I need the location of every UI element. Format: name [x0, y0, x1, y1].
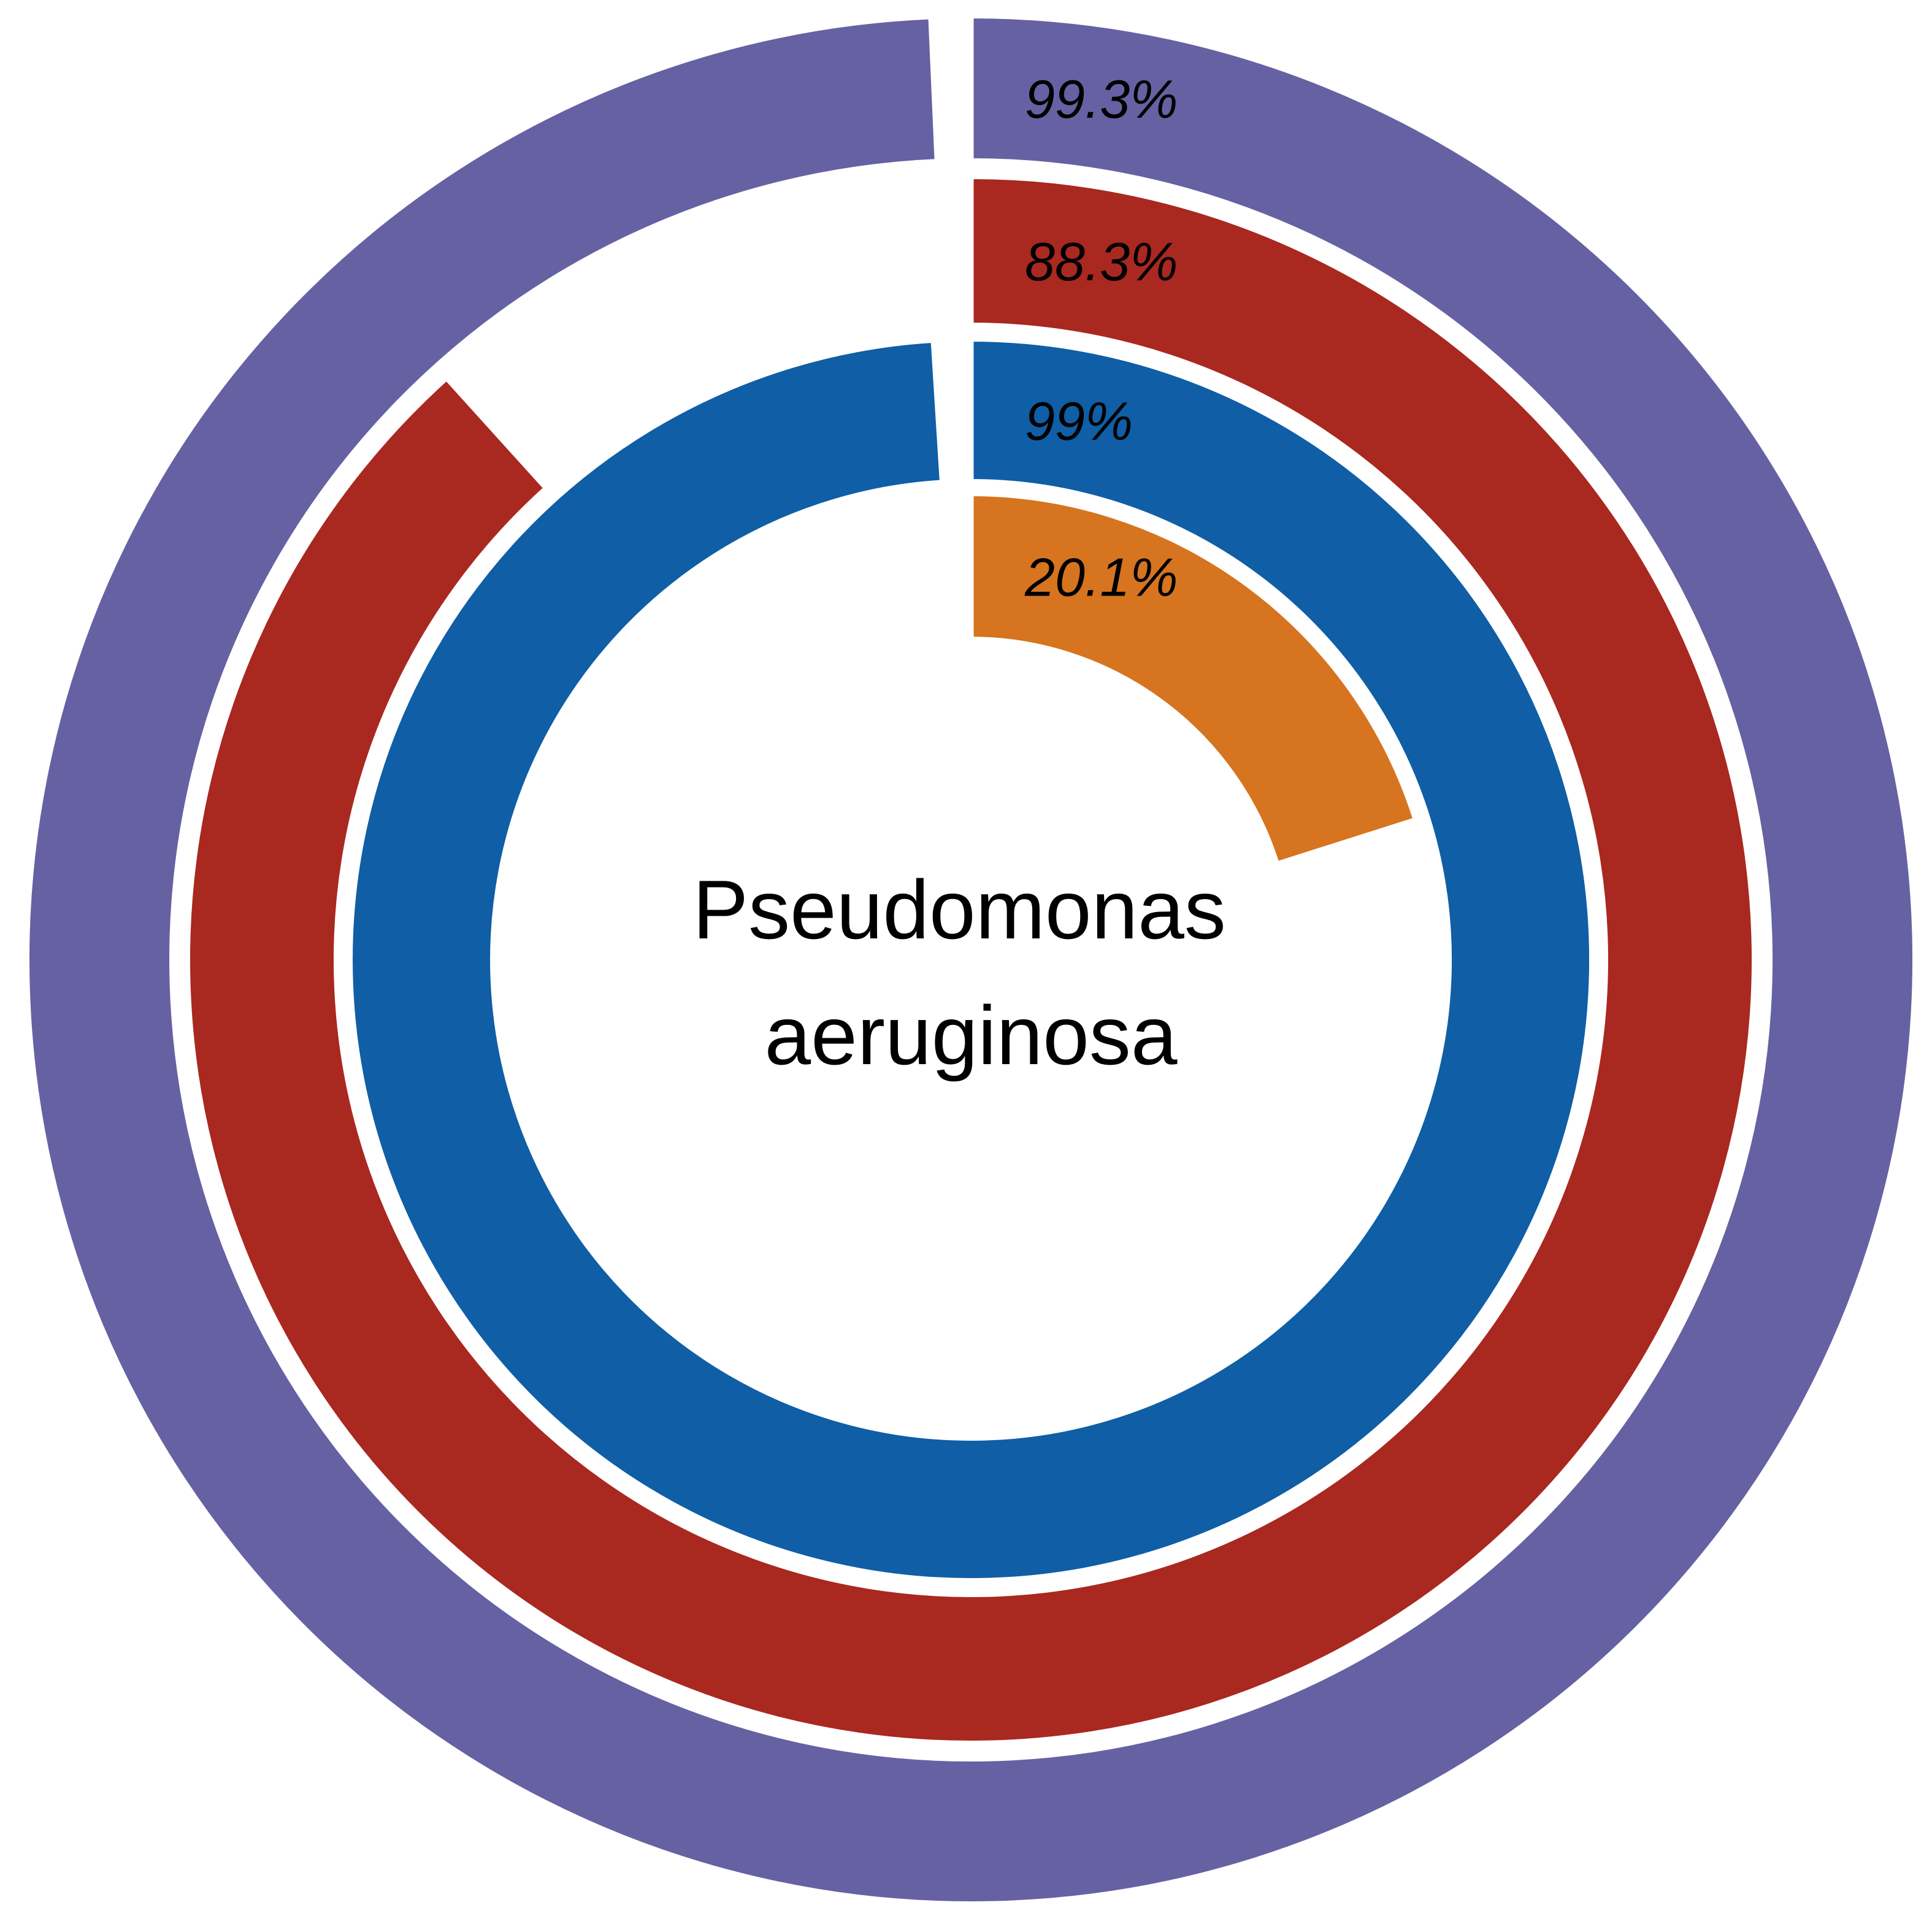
center-label-line-2: aeruginosa: [765, 989, 1178, 1082]
ring-bar-4: [971, 493, 1416, 864]
ring-value-label-1: 99.3%: [1025, 69, 1178, 129]
ring-bar-2: [188, 176, 1754, 1743]
rings-layer: [27, 15, 1915, 1904]
ring-value-label-4: 20.1%: [1024, 547, 1178, 608]
ring-value-label-2: 88.3%: [1025, 231, 1178, 292]
ring-value-label-3: 99%: [1025, 391, 1133, 451]
center-label: Pseudomonas aeruginosa: [692, 863, 1249, 1082]
center-label-line-1: Pseudomonas: [692, 863, 1225, 956]
ring-bar-3: [350, 339, 1592, 1581]
ring-labels-layer: 99.3% 88.3% 99% 20.1%: [1024, 69, 1178, 608]
ring-bar-1: [27, 15, 1915, 1904]
